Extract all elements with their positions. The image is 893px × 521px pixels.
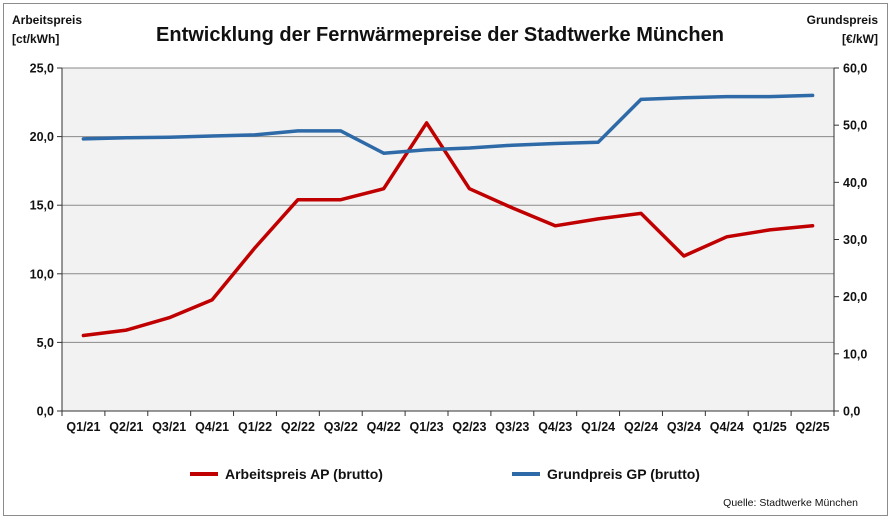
data-point-arbeitspreis: [210, 298, 214, 302]
legend-label-grundpreis: Grundpreis GP (brutto): [547, 466, 700, 482]
x-tick-label: Q2/24: [624, 420, 658, 434]
x-ticks: Q1/21 Q2/21 Q3/21 Q4/21 Q1/22 Q2/22 Q3/22 Q4/22…: [61, 411, 835, 434]
left-tick-label: 15,0: [30, 199, 54, 213]
legend: Arbeitspreis AP (brutto) Grundpreis GP (…: [190, 466, 700, 482]
data-point-grundpreis: [725, 95, 728, 98]
data-point-grundpreis: [210, 134, 214, 138]
x-tick-label: Q2/21: [109, 420, 143, 434]
data-point-grundpreis: [425, 148, 428, 151]
chart-title: Entwicklung der Fernwärmepreise der Stad…: [156, 24, 724, 46]
data-point-grundpreis: [168, 135, 171, 139]
data-point-grundpreis: [296, 129, 300, 133]
data-point-arbeitspreis: [82, 334, 85, 337]
series-line-arbeitspreis: [81, 121, 815, 338]
x-tick-label: Q4/22: [367, 420, 401, 434]
gridlines: [62, 67, 834, 343]
left-tick-label: 0,0: [37, 405, 54, 419]
x-tick-label: Q1/24: [581, 420, 615, 434]
data-point-arbeitspreis: [682, 254, 686, 258]
x-tick-label: Q2/25: [796, 420, 830, 434]
left-tick-label: 5,0: [37, 336, 54, 350]
left-tick-label: 25,0: [30, 62, 54, 76]
left-tick-label: 10,0: [30, 267, 54, 281]
x-tick-label: Q2/23: [452, 420, 486, 434]
x-tick-label: Q1/21: [66, 420, 100, 434]
x-tick-label: Q4/24: [710, 420, 744, 434]
data-point-grundpreis: [82, 137, 85, 141]
data-point-arbeitspreis: [554, 224, 557, 227]
data-point-arbeitspreis: [425, 121, 428, 125]
right-tick-label: 0,0: [843, 405, 860, 419]
right-axis-label-line-1: Grundspreis: [807, 13, 879, 27]
x-tick-label: Q1/22: [238, 420, 272, 434]
plot-area: [62, 68, 834, 411]
data-point-grundpreis: [811, 94, 814, 97]
data-point-arbeitspreis: [339, 198, 342, 201]
source-note: Quelle: Stadtwerke München: [723, 497, 858, 509]
x-tick-label: Q1/23: [410, 420, 444, 434]
data-point-grundpreis: [339, 129, 342, 133]
data-point-grundpreis: [125, 136, 128, 139]
left-tick-label: 20,0: [30, 130, 54, 144]
data-point-arbeitspreis: [253, 246, 257, 249]
data-point-grundpreis: [682, 96, 686, 99]
x-tick-label: Q3/22: [324, 420, 358, 434]
data-point-arbeitspreis: [125, 328, 128, 332]
x-tick-label: Q3/21: [152, 420, 186, 434]
right-tick-label: 20,0: [843, 290, 867, 304]
data-point-arbeitspreis: [596, 217, 600, 221]
data-point-arbeitspreis: [768, 228, 771, 232]
x-tick-label: Q1/25: [753, 420, 787, 434]
data-point-grundpreis: [768, 95, 771, 98]
data-point-arbeitspreis: [382, 187, 385, 190]
data-point-arbeitspreis: [511, 206, 514, 210]
data-point-grundpreis: [596, 141, 600, 144]
left-y-ticks: 0,0 5,0 10,0 15,0 20,0 25,0: [30, 62, 62, 419]
x-tick-label: Q2/22: [281, 420, 315, 434]
left-axis-label-line-2: [ct/kWh]: [12, 32, 59, 46]
series-line-grundpreis: [81, 93, 815, 155]
right-axis-label-line-2: [€/kW]: [842, 32, 878, 46]
right-tick-label: 40,0: [843, 176, 867, 190]
right-tick-label: 10,0: [843, 347, 867, 361]
left-axis-label-line-1: Arbeitspreis: [12, 13, 82, 27]
x-tick-label: Q3/24: [667, 420, 701, 434]
x-tick-label: Q4/23: [538, 420, 572, 434]
data-point-grundpreis: [253, 133, 257, 137]
right-tick-label: 60,0: [843, 62, 867, 76]
x-tick-label: Q4/21: [195, 420, 229, 434]
data-point-grundpreis: [554, 142, 557, 145]
right-y-ticks: 0,0 10,0 20,0 30,0 40,0 50,0 60,0: [834, 62, 867, 419]
right-tick-label: 30,0: [843, 233, 867, 247]
data-point-arbeitspreis: [168, 316, 171, 319]
data-point-grundpreis: [382, 151, 385, 155]
data-point-arbeitspreis: [296, 198, 300, 201]
data-point-grundpreis: [511, 143, 514, 147]
right-tick-label: 50,0: [843, 119, 867, 133]
x-tick-label: Q3/23: [495, 420, 529, 434]
legend-label-arbeitspreis: Arbeitspreis AP (brutto): [225, 466, 383, 482]
data-point-grundpreis: [468, 146, 471, 150]
data-point-arbeitspreis: [468, 187, 471, 190]
data-point-grundpreis: [639, 98, 643, 101]
data-point-arbeitspreis: [639, 212, 643, 215]
series-lines: [81, 93, 815, 338]
data-point-arbeitspreis: [725, 235, 728, 238]
data-point-arbeitspreis: [811, 224, 814, 227]
